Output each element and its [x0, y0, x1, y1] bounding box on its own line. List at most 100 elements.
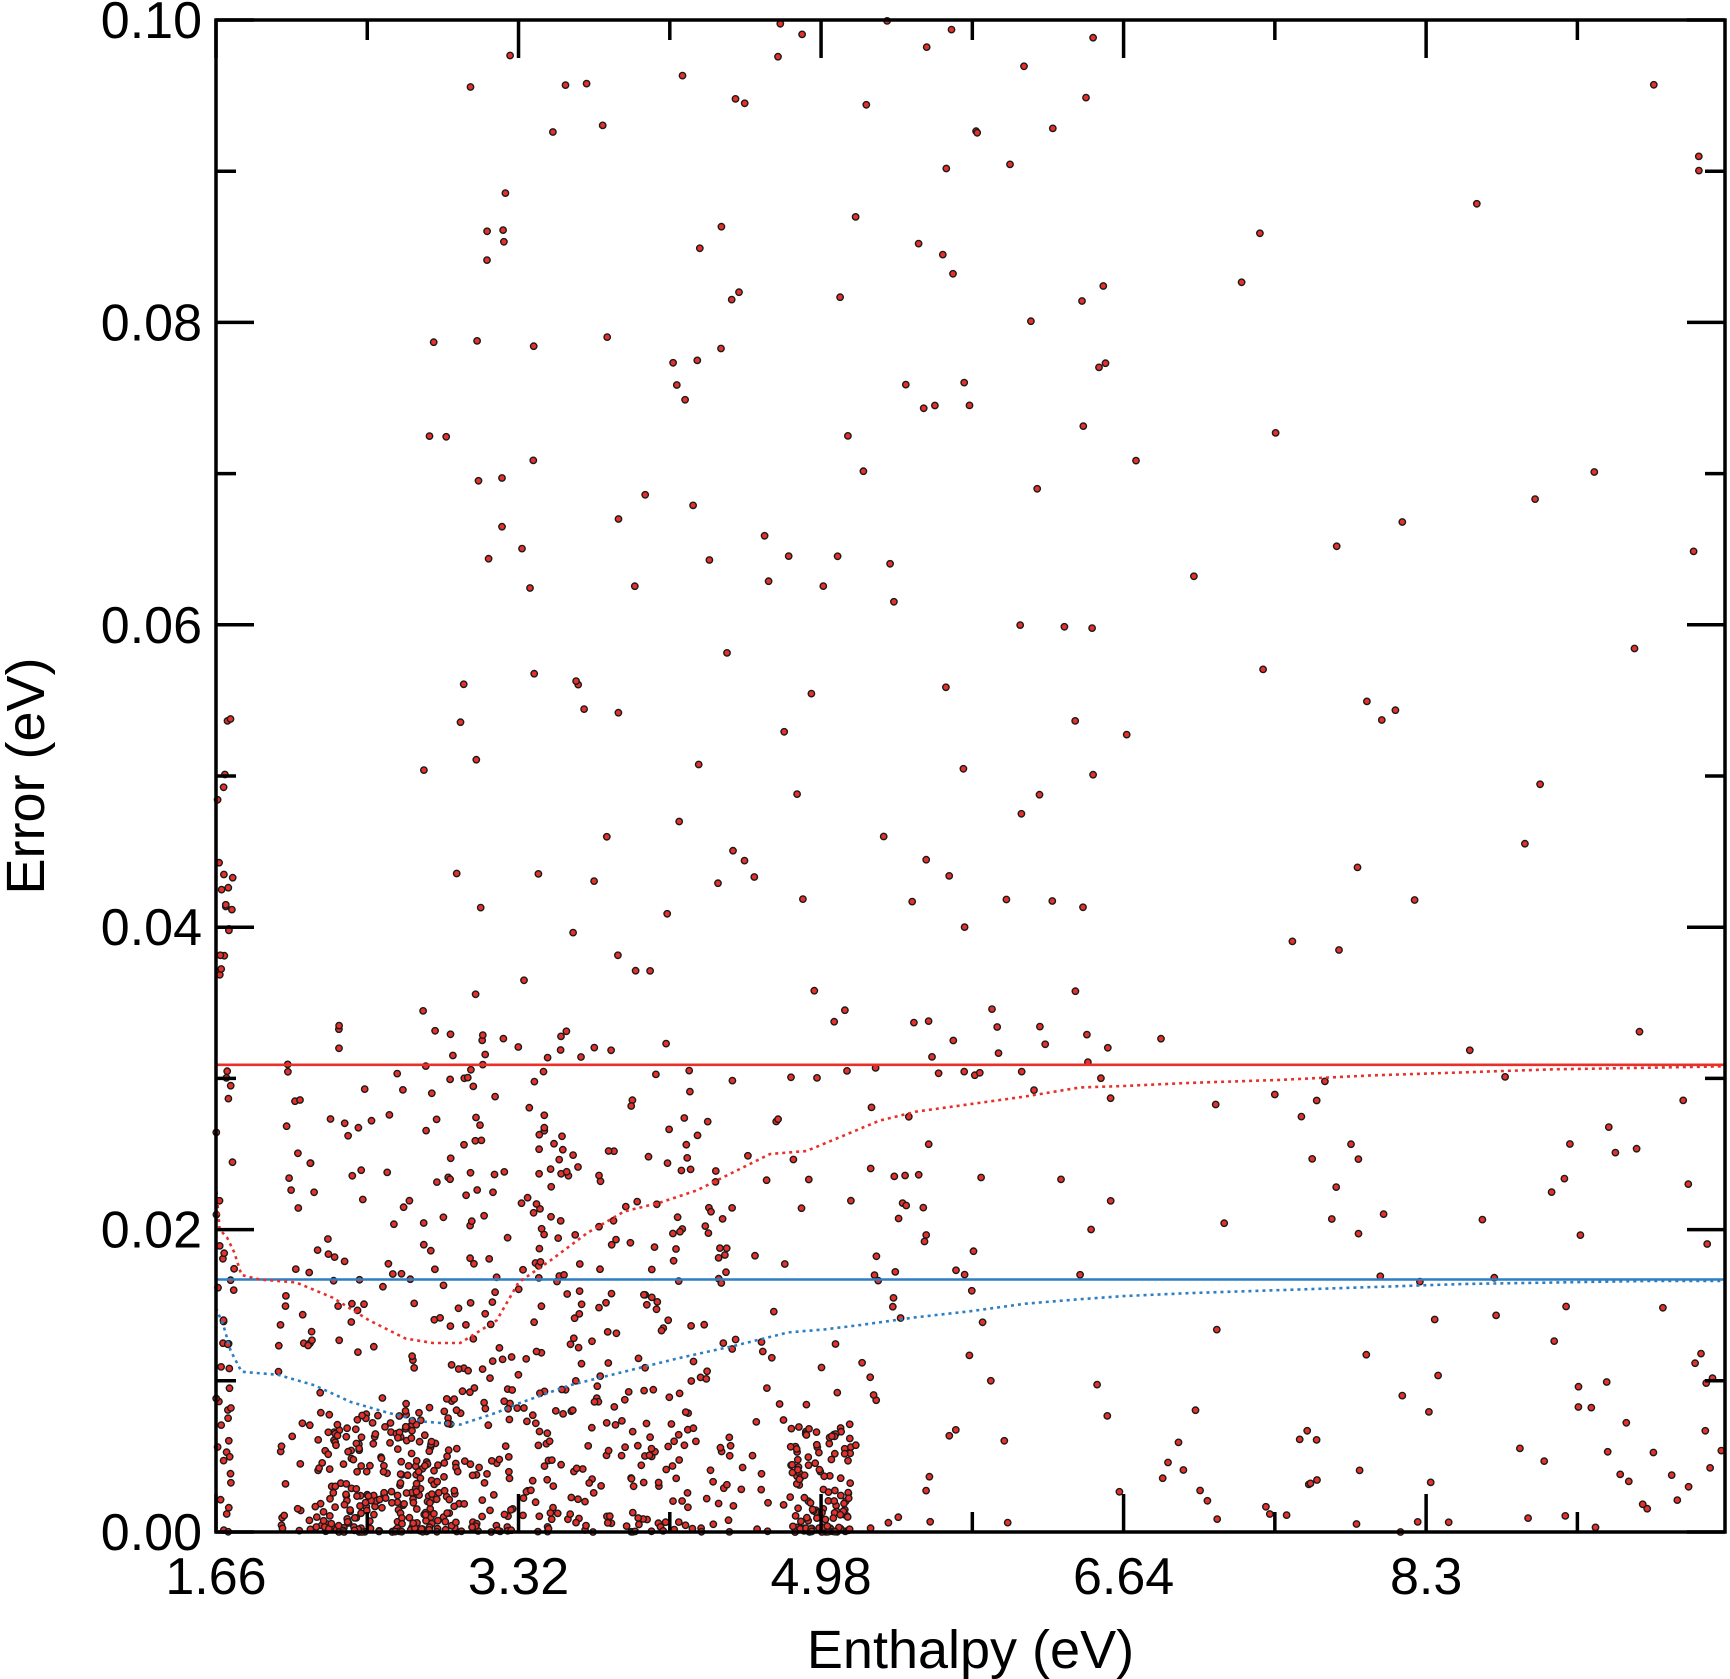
scatter-point — [334, 1521, 343, 1530]
scatter-point — [415, 1437, 424, 1446]
scatter-point — [577, 1359, 586, 1368]
scatter-point — [452, 869, 461, 878]
scatter-point — [830, 1017, 839, 1026]
scatter-point — [789, 1522, 797, 1531]
scatter-point — [316, 1388, 325, 1397]
scatter-point — [543, 1053, 552, 1062]
scatter-point — [342, 1432, 351, 1441]
scatter-point — [1430, 1315, 1439, 1324]
scatter-point — [371, 1430, 380, 1438]
scatter-point — [1566, 1140, 1574, 1148]
scatter-point — [681, 1408, 690, 1417]
scatter-point — [488, 1357, 497, 1366]
scatter-point — [714, 1254, 723, 1262]
scatter-point — [819, 582, 828, 590]
scatter-point — [836, 1510, 845, 1519]
scatter-point — [775, 1400, 784, 1408]
scatter-point — [844, 1494, 853, 1503]
scatter-point — [844, 1456, 852, 1465]
scatter-point — [626, 1238, 635, 1247]
scatter-point — [503, 1233, 512, 1242]
scatter-point — [1041, 1040, 1050, 1049]
scatter-point — [674, 1430, 683, 1439]
scatter-point — [1562, 1302, 1571, 1311]
scatter-point — [949, 1036, 958, 1045]
scatter-point — [779, 1416, 788, 1424]
scatter-point — [305, 1268, 314, 1277]
scatter-point — [412, 1479, 421, 1488]
scatter-point — [922, 43, 931, 51]
scatter-point — [672, 381, 681, 389]
scatter-point — [296, 1460, 305, 1468]
scatter-point — [443, 1509, 451, 1518]
scatter-point — [1398, 518, 1407, 526]
scatter-point — [919, 404, 928, 413]
scatter-point — [673, 1213, 682, 1222]
scatter-point — [1101, 359, 1110, 368]
scatter-point — [346, 1506, 354, 1514]
scatter-point — [596, 1265, 604, 1274]
scatter-point — [433, 1516, 442, 1525]
scatter-point — [810, 986, 819, 995]
scatter-point — [840, 1499, 848, 1508]
scatter-point — [862, 100, 871, 109]
scatter-point — [369, 1510, 378, 1519]
scatter-point — [226, 1404, 235, 1412]
scatter-point — [425, 1447, 434, 1456]
scatter-point — [225, 1452, 234, 1461]
scatter-point — [219, 1456, 228, 1465]
scatter-point — [630, 582, 639, 591]
scatter-point — [513, 1404, 522, 1413]
scatter-point — [869, 1391, 878, 1399]
scatter-point — [931, 401, 939, 410]
scatter-point — [546, 1509, 555, 1517]
scatter-point — [813, 1074, 821, 1082]
scatter-point — [409, 1519, 418, 1528]
scatter-point — [495, 1455, 504, 1464]
scatter-point — [686, 1087, 694, 1096]
scatter-point — [634, 1514, 643, 1522]
scatter-point — [670, 1437, 678, 1446]
scatter-point — [740, 856, 749, 865]
scatter-point — [430, 1265, 439, 1274]
scatter-point — [1347, 1140, 1355, 1149]
scatter-point — [430, 1466, 438, 1475]
scatter-point — [675, 1389, 684, 1398]
scatter-point — [602, 1298, 610, 1307]
scatter-point — [762, 1176, 771, 1185]
scatter-point — [357, 1166, 366, 1175]
scatter-point — [1099, 282, 1108, 290]
scatter-point — [558, 1132, 566, 1141]
lines-group — [214, 1063, 1726, 1426]
scatter-point — [310, 1188, 318, 1197]
scatter-point — [225, 1364, 234, 1373]
scatter-point — [1444, 1518, 1453, 1527]
scatter-point — [894, 1513, 903, 1522]
scatter-point — [451, 1518, 460, 1527]
scatter-point — [281, 1292, 290, 1300]
scatter-point — [928, 1053, 936, 1061]
scatter-point — [226, 1081, 235, 1090]
scatter-point — [627, 1474, 636, 1483]
scatter-point — [793, 1455, 802, 1464]
scatter-point — [440, 1473, 448, 1481]
scatter-point — [647, 1293, 656, 1302]
scatter-point — [574, 1495, 582, 1504]
scatter-point — [326, 1115, 335, 1123]
scatter-point — [480, 1479, 489, 1487]
scatter-point — [967, 1286, 976, 1295]
scatter-point — [748, 1451, 757, 1460]
scatter-point — [481, 1050, 490, 1059]
scatter-point — [529, 1208, 538, 1217]
scatter-point — [664, 1442, 673, 1451]
scatter-point — [535, 1145, 543, 1154]
scatter-point — [1327, 1215, 1336, 1223]
scatter-point — [678, 71, 687, 80]
scatter-point — [490, 1170, 499, 1179]
scatter-point — [788, 1460, 796, 1469]
scatter-point — [866, 1373, 875, 1382]
scatter-point — [566, 1340, 575, 1349]
scatter-point — [804, 1453, 813, 1462]
scatter-point — [605, 1512, 614, 1521]
scatter-point — [681, 395, 689, 404]
